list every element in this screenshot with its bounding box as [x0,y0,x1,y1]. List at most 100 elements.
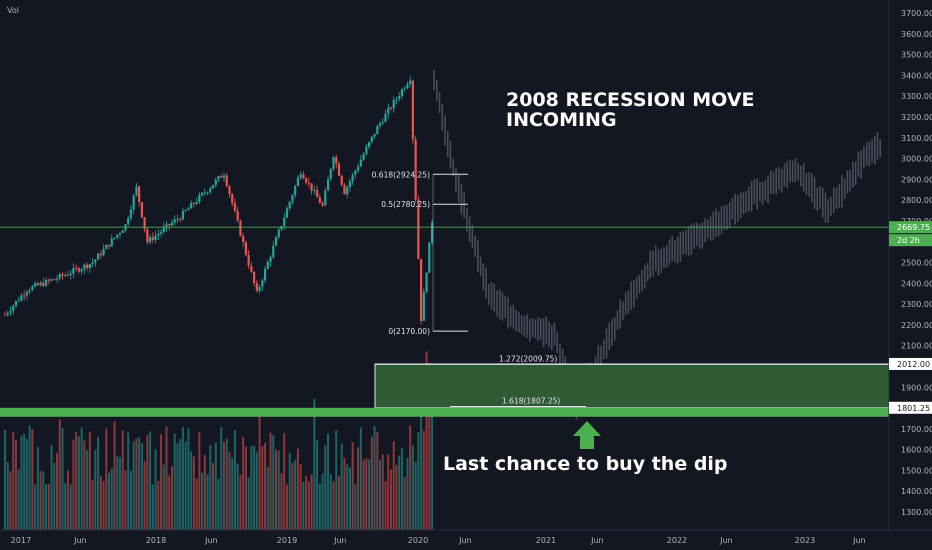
volume-bar [264,443,267,530]
volume-bar [135,438,138,530]
volume-bar [42,471,45,530]
volume-bar [176,442,179,530]
time-tick-label: 2021 [536,536,556,545]
volume-bar [223,441,225,530]
candle-body [305,178,308,183]
candle-body [77,268,81,272]
volume-bar [387,454,390,530]
candle-body [406,84,409,89]
volume-indicator-label[interactable]: Vol [7,6,19,15]
fib-retracement[interactable]: 0.618(2924.25) 0.5(2780.25) 0(2170.00) 1.27… [372,170,889,408]
volume-bar [261,446,264,530]
candle-body [34,283,37,287]
volume-bar [162,464,165,530]
candle-body [324,190,327,206]
volume-bar [321,473,324,530]
demand-zone[interactable] [374,363,890,409]
candle-body [146,229,149,243]
volume-bar [220,426,223,530]
volume-bar [296,448,299,530]
volume-bar [77,436,80,530]
volume-bar [121,430,124,530]
volume-bar [299,464,302,530]
time-tick-label: 2018 [146,536,166,545]
volume-bar [9,471,12,530]
candle-body [370,136,373,143]
price-tick-label: 2900.00 [901,175,932,184]
candle-body [280,225,283,230]
candle-body [367,142,371,148]
volume-bar [75,432,78,530]
time-tick-label: 2019 [277,536,297,545]
candle-body [42,282,45,286]
volume-bar [25,438,28,530]
candle-body [3,314,7,316]
volume-bar [50,444,53,530]
volume-bar [398,455,401,530]
volume-bar [307,481,310,530]
fib-level-label: 0.618(2924.25) [372,170,430,179]
volume-bar [146,435,149,530]
candle-body [299,174,302,178]
volume-bar [23,433,26,530]
volume-bar [127,432,130,530]
price-tick-label: 3700.00 [901,9,932,18]
candle-body [53,279,56,281]
volume-bar [113,421,116,530]
candle-body [411,80,414,140]
candle-body [337,163,341,176]
candle-body [247,254,250,266]
candle-body [274,237,278,246]
projection-bars [433,70,882,420]
candle-body [187,208,190,211]
volume-bar [187,428,190,530]
candle-body [239,220,242,236]
candle-body [116,234,119,238]
candle-body [36,283,39,286]
candle-body [296,177,300,186]
volume-bar [236,463,239,530]
price-tick-label: 1300.00 [901,508,932,517]
volume-bar [389,469,392,530]
countdown-label: 2d 2h [889,234,932,247]
volume-bar [379,459,382,530]
volume-bar [258,410,261,530]
candle-body [170,222,174,226]
volume-bar [192,456,195,530]
fib-level-label: 0(2170.00) [388,327,430,336]
candle-body [351,174,354,182]
volume-bar [242,437,245,530]
candle-body [392,99,395,109]
price-tick-label: 2500.00 [901,259,932,268]
volume-bar [228,452,231,530]
volume-bar [97,436,100,530]
volume-bar [365,458,368,530]
candle-body [64,274,67,276]
candle-body [105,244,108,250]
candle-body [409,80,412,85]
volume-bar [318,483,321,530]
candle-body [12,305,15,311]
volume-bar [239,474,242,530]
volume-bar [69,484,72,530]
candle-body [329,168,332,180]
volume-bar [332,481,335,530]
price-tick-label: 3500.00 [901,51,932,60]
zone-bottom-value: 1801.25 [897,404,930,413]
volume-bar [154,449,157,530]
volume-bar [414,461,417,530]
candle-body [233,203,237,211]
volume-bar [376,431,379,530]
candle-body [250,265,253,272]
candle-body [315,190,319,198]
candle-body [277,229,280,238]
candle-body [307,182,310,184]
volume-bar [86,450,89,530]
candle-body [88,264,91,269]
volume-bar [411,445,414,530]
time-axis[interactable]: 2017 Jun 2018 Jun 2019 Jun 2020 Jun 2021 Jun 2022 J… [11,536,866,545]
candle-body [61,274,64,276]
support-bar[interactable] [0,407,889,417]
volume-bar [368,459,371,530]
